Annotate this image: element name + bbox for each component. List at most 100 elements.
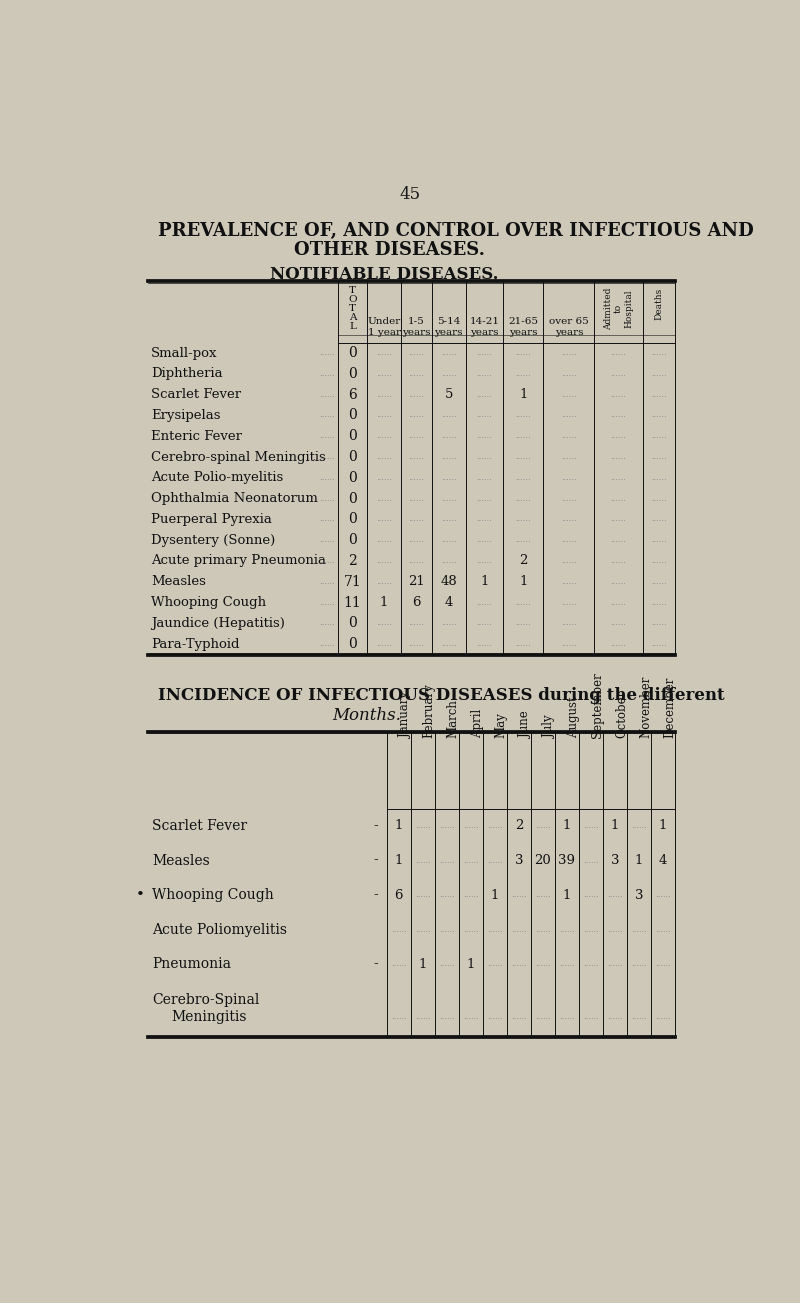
Text: ......: ...... bbox=[515, 640, 531, 648]
Text: ......: ...... bbox=[487, 960, 502, 968]
Text: ......: ...... bbox=[515, 516, 531, 524]
Text: 6: 6 bbox=[394, 889, 403, 902]
Text: ......: ...... bbox=[391, 1012, 406, 1022]
Text: ......: ...... bbox=[319, 556, 335, 566]
Text: ......: ...... bbox=[319, 516, 335, 524]
Text: ......: ...... bbox=[559, 960, 575, 968]
Text: ......: ...... bbox=[477, 391, 492, 399]
Text: ......: ...... bbox=[441, 495, 457, 503]
Text: ......: ...... bbox=[487, 856, 502, 864]
Text: ......: ...... bbox=[415, 926, 430, 934]
Text: ......: ...... bbox=[487, 926, 502, 934]
Text: ......: ...... bbox=[441, 516, 457, 524]
Text: ......: ...... bbox=[610, 619, 626, 627]
Text: Acute Poliomyelitis: Acute Poliomyelitis bbox=[152, 923, 287, 937]
Text: ......: ...... bbox=[561, 619, 577, 627]
Text: ......: ...... bbox=[408, 391, 424, 399]
Text: 21: 21 bbox=[408, 576, 425, 588]
Text: ......: ...... bbox=[655, 891, 671, 899]
Text: ......: ...... bbox=[376, 412, 392, 420]
Text: ......: ...... bbox=[441, 412, 457, 420]
Text: ......: ...... bbox=[651, 516, 666, 524]
Text: ......: ...... bbox=[610, 495, 626, 503]
Text: ......: ...... bbox=[477, 349, 492, 357]
Text: Para-Typhoid: Para-Typhoid bbox=[151, 637, 240, 650]
Text: Small-pox: Small-pox bbox=[151, 347, 218, 360]
Text: 0: 0 bbox=[348, 347, 357, 360]
Text: NOTIFIABLE DISEASES.: NOTIFIABLE DISEASES. bbox=[270, 266, 499, 283]
Text: ......: ...... bbox=[408, 640, 424, 648]
Text: Measles: Measles bbox=[151, 576, 206, 588]
Text: ......: ...... bbox=[651, 598, 666, 607]
Text: August: August bbox=[567, 696, 580, 737]
Text: ......: ...... bbox=[319, 391, 335, 399]
Text: ......: ...... bbox=[515, 598, 531, 607]
Text: 5: 5 bbox=[445, 388, 453, 401]
Text: ......: ...... bbox=[583, 960, 599, 968]
Text: ......: ...... bbox=[651, 453, 666, 461]
Text: -: - bbox=[374, 889, 378, 902]
Text: ......: ...... bbox=[651, 619, 666, 627]
Text: Whooping Cough: Whooping Cough bbox=[151, 595, 266, 609]
Text: 4: 4 bbox=[445, 595, 453, 609]
Text: 0: 0 bbox=[348, 408, 357, 422]
Text: ......: ...... bbox=[376, 556, 392, 566]
Text: May: May bbox=[495, 711, 508, 737]
Text: ......: ...... bbox=[583, 891, 599, 899]
Text: ......: ...... bbox=[511, 926, 526, 934]
Text: ......: ...... bbox=[561, 556, 577, 566]
Text: ......: ...... bbox=[487, 1012, 502, 1022]
Text: 14-21
years: 14-21 years bbox=[470, 317, 499, 336]
Text: ......: ...... bbox=[376, 495, 392, 503]
Text: January: January bbox=[398, 692, 412, 737]
Text: 1: 1 bbox=[519, 388, 527, 401]
Text: ......: ...... bbox=[376, 349, 392, 357]
Text: 0: 0 bbox=[348, 533, 357, 547]
Text: ......: ...... bbox=[631, 822, 647, 830]
Text: ......: ...... bbox=[477, 433, 492, 440]
Text: Cerebro-Spinal: Cerebro-Spinal bbox=[152, 993, 259, 1007]
Text: ......: ...... bbox=[319, 433, 335, 440]
Text: •: • bbox=[136, 889, 145, 902]
Text: Whooping Cough: Whooping Cough bbox=[152, 889, 274, 902]
Text: OTHER DISEASES.: OTHER DISEASES. bbox=[294, 241, 485, 259]
Text: 3: 3 bbox=[634, 889, 643, 902]
Text: Months.: Months. bbox=[333, 708, 402, 724]
Text: ......: ...... bbox=[651, 349, 666, 357]
Text: 1: 1 bbox=[466, 958, 475, 971]
Text: Acute Polio-myelitis: Acute Polio-myelitis bbox=[151, 472, 283, 485]
Text: 71: 71 bbox=[344, 575, 362, 589]
Text: ......: ...... bbox=[651, 474, 666, 482]
Text: ......: ...... bbox=[610, 598, 626, 607]
Text: ......: ...... bbox=[535, 822, 550, 830]
Text: October: October bbox=[615, 689, 628, 737]
Text: ......: ...... bbox=[441, 349, 457, 357]
Text: ......: ...... bbox=[561, 598, 577, 607]
Text: ......: ...... bbox=[583, 1012, 599, 1022]
Text: ......: ...... bbox=[319, 619, 335, 627]
Text: 4: 4 bbox=[659, 853, 667, 866]
Text: ......: ...... bbox=[535, 891, 550, 899]
Text: ......: ...... bbox=[319, 349, 335, 357]
Text: ......: ...... bbox=[561, 370, 577, 378]
Text: Diphtheria: Diphtheria bbox=[151, 367, 222, 380]
Text: ......: ...... bbox=[561, 391, 577, 399]
Text: 0: 0 bbox=[348, 616, 357, 631]
Text: June: June bbox=[519, 711, 532, 737]
Text: ......: ...... bbox=[463, 926, 478, 934]
Text: ......: ...... bbox=[631, 960, 647, 968]
Text: ......: ...... bbox=[408, 433, 424, 440]
Text: ......: ...... bbox=[561, 474, 577, 482]
Text: Cerebro-spinal Meningitis: Cerebro-spinal Meningitis bbox=[151, 451, 326, 464]
Text: ......: ...... bbox=[607, 926, 623, 934]
Text: 0: 0 bbox=[348, 637, 357, 652]
Text: -: - bbox=[374, 958, 378, 972]
Text: ......: ...... bbox=[487, 822, 502, 830]
Text: ......: ...... bbox=[610, 433, 626, 440]
Text: 11: 11 bbox=[344, 595, 362, 610]
Text: ......: ...... bbox=[511, 891, 526, 899]
Text: ......: ...... bbox=[319, 537, 335, 545]
Text: ......: ...... bbox=[408, 619, 424, 627]
Text: ......: ...... bbox=[463, 891, 478, 899]
Text: ......: ...... bbox=[561, 640, 577, 648]
